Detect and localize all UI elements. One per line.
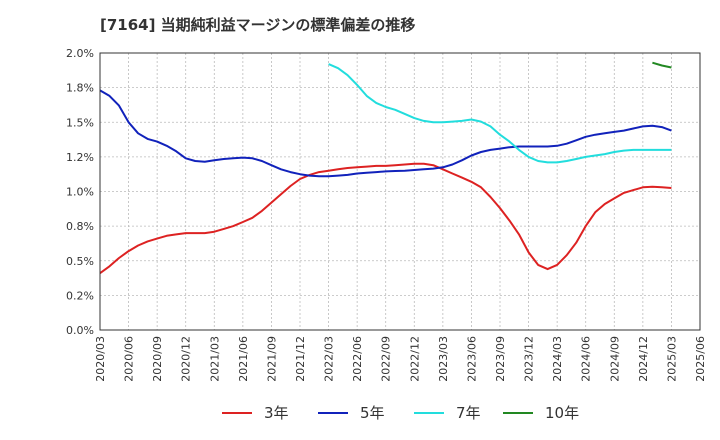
x-tick-label: 2021/09 [265,336,278,382]
x-tick-label: 2022/03 [323,336,336,382]
legend-item: 5年 [318,402,385,423]
x-tick-label: 2020/06 [123,336,136,382]
series-line-7年 [328,63,672,164]
series-line-5年 [99,89,672,178]
legend-swatch [222,411,252,414]
y-tick-label: 0.0% [66,324,94,337]
legend-item: 7年 [414,402,481,423]
series-line-10年 [652,61,672,69]
x-tick-label: 2025/06 [694,336,707,382]
x-tick-label: 2023/03 [437,336,450,382]
legend-item: 10年 [503,402,579,423]
legend-swatch [318,411,348,414]
chart-title: [7164] 当期純利益マージンの標準偏差の推移 [100,16,416,34]
y-tick-label: 0.2% [66,289,94,302]
y-tick-label: 1.8% [66,82,94,95]
legend-label: 7年 [456,404,481,422]
grid-lines [99,52,701,331]
legend-label: 3年 [264,404,289,422]
x-tick-label: 2020/09 [151,336,164,382]
y-tick-label: 0.8% [66,220,94,233]
y-tick-label: 1.0% [66,186,94,199]
x-tick-label: 2022/09 [380,336,393,382]
legend-swatch [414,411,444,414]
y-tick-label: 2.0% [66,47,94,60]
x-tick-label: 2021/06 [237,336,250,382]
x-tick-label: 2023/06 [465,336,478,382]
legend-item: 3年 [222,402,289,423]
y-axis-tick-labels: 0.0% 0.2% 0.5% 0.8% 1.0% 1.2% 1.5% 1.8% 2.0% [66,47,94,337]
x-tick-label: 2022/06 [351,336,364,382]
legend-label: 10年 [545,404,580,422]
x-tick-label: 2024/03 [551,336,564,382]
x-tick-label: 2020/03 [94,336,107,382]
y-tick-label: 1.2% [66,151,94,164]
y-tick-label: 1.5% [66,116,94,129]
y-tick-label: 0.5% [66,255,94,268]
series-lines [99,61,672,275]
series-line-3年 [99,162,672,275]
plot-area-frame [99,52,701,331]
x-tick-label: 2020/12 [180,336,193,382]
legend-swatch [503,411,533,414]
x-tick-label: 2023/12 [523,336,536,382]
legend: 3年 5年 7年 10年 [0,402,720,432]
x-axis-tick-labels: 2020/03 2020/06 2020/09 2020/12 2021/03 2021/… [94,336,707,382]
x-tick-label: 2024/09 [608,336,621,382]
x-tick-label: 2021/03 [208,336,221,382]
x-tick-label: 2025/03 [665,336,678,382]
x-tick-label: 2023/09 [494,336,507,382]
legend-label: 5年 [360,404,385,422]
x-tick-label: 2024/12 [637,336,650,382]
x-tick-label: 2022/12 [408,336,421,382]
x-tick-label: 2024/06 [580,336,593,382]
x-tick-label: 2021/12 [294,336,307,382]
